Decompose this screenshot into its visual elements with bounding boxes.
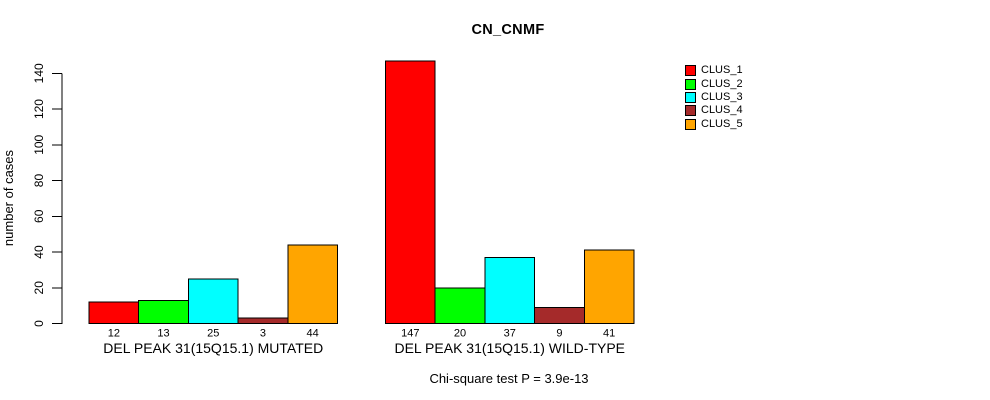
legend-row-clus_5: CLUS_5 [685,118,743,131]
bar-value-label: 3 [260,328,266,340]
bar-clus_2 [138,299,189,325]
legend-label: CLUS_1 [701,64,743,77]
bar-value-label: 13 [157,328,169,340]
bar-value-label: 37 [504,328,516,340]
y-axis-tick-label: 40 [32,245,46,259]
bar-clus_3 [187,278,239,325]
legend-row-clus_1: CLUS_1 [685,64,743,77]
legend-label: CLUS_3 [701,90,743,103]
y-axis-tick-label: 60 [32,209,46,223]
bar-value-label: 9 [556,328,562,340]
y-axis-tick-label: 140 [32,63,46,83]
chart-title: CN_CNMF [471,22,545,38]
bar-clus_4 [237,317,289,325]
legend-swatch-clus_2 [685,78,696,90]
chart-legend: CLUS_1 CLUS_2 CLUS_3 CLUS_4 CLUS_5 [685,64,743,131]
bar-clus_2 [434,287,486,324]
legend-swatch-clus_5 [685,118,696,130]
legend-label: CLUS_5 [701,117,743,130]
bar-value-label: 20 [454,328,466,340]
bar-clus_5 [287,244,338,324]
bar-clus_5 [583,249,635,324]
bar-clus_1 [385,60,436,324]
group-label: DEL PEAK 31(15Q15.1) WILD-TYPE [394,340,625,356]
legend-row-clus_3: CLUS_3 [685,91,743,104]
legend-row-clus_4: CLUS_4 [685,104,743,117]
legend-swatch-clus_1 [685,65,696,77]
y-axis-tick-label: 120 [32,99,46,119]
bar-value-label: 41 [603,328,615,340]
legend-label: CLUS_4 [701,104,743,117]
bar-value-label: 44 [307,328,319,340]
legend-label: CLUS_2 [701,77,743,90]
y-axis-tick-label: 0 [32,320,46,327]
bar-clus_3 [484,256,536,324]
legend-row-clus_2: CLUS_2 [685,77,743,90]
legend-swatch-clus_4 [685,105,696,117]
y-axis-tick-label: 100 [32,134,46,154]
y-axis-tick-label: 20 [32,281,46,295]
bar-value-label: 25 [207,328,219,340]
y-axis-tick-label: 80 [32,174,46,188]
bar-clus_4 [534,306,585,324]
legend-swatch-clus_3 [685,91,696,103]
chi-square-annotation: Chi-square test P = 3.9e-13 [429,371,589,386]
group-label: DEL PEAK 31(15Q15.1) MUTATED [103,340,323,356]
bar-value-label: 147 [401,328,419,340]
bar-value-label: 12 [108,328,120,340]
bar-clus_1 [88,301,140,325]
